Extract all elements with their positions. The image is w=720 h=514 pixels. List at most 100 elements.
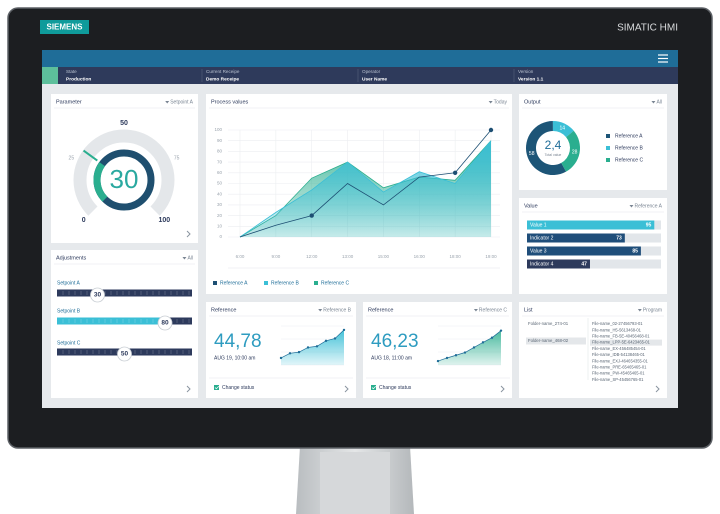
checkbox[interactable] (371, 385, 376, 390)
menu-icon[interactable] (658, 54, 668, 63)
status-indicator (42, 67, 58, 84)
slider-knob[interactable] (90, 287, 105, 303)
chevron[interactable] (344, 385, 349, 393)
slider-knob[interactable] (117, 346, 132, 362)
legend-label: Reference A (220, 281, 248, 287)
panel-title: Process values (211, 99, 249, 105)
panel-title: Parameter (56, 99, 82, 105)
mini-point (342, 328, 346, 332)
mini-point (445, 356, 449, 360)
donut-total: 2,4 (545, 138, 562, 152)
checkmark (371, 385, 377, 390)
donut-slice (561, 130, 580, 172)
x-tick-label: 16:00 (414, 254, 426, 259)
mini-area (281, 329, 344, 365)
bar-value: 85 (632, 249, 638, 255)
bar-label: Indicator 2 (530, 236, 554, 242)
legend-swatch (606, 146, 610, 150)
panel-selector: Setpoint A (170, 99, 193, 105)
gauge-tick-label: 0 (82, 217, 86, 224)
donut-label: 14 (560, 125, 566, 131)
gauge-track (73, 129, 175, 216)
bar (527, 246, 641, 256)
point (452, 170, 458, 175)
mini-point (499, 329, 503, 332)
slider-label: Setpoint B (57, 308, 81, 314)
gauge-value: 30 (110, 164, 139, 194)
selector-arrow[interactable] (629, 205, 634, 208)
donut-total-label: Total value (545, 153, 562, 157)
panel (519, 198, 667, 294)
slider-knob[interactable] (157, 315, 173, 331)
checkmark (214, 385, 220, 390)
y-tick-label: 50 (217, 181, 223, 186)
bar (527, 233, 625, 243)
gauge-tick-label: 100 (158, 217, 170, 224)
header-bar (42, 50, 678, 67)
checkbox-label: Change status (222, 385, 255, 391)
slider-fill (57, 317, 165, 325)
panel-title: Output (524, 99, 541, 105)
selector-arrow[interactable] (637, 309, 642, 312)
slider-value: 80 (161, 320, 169, 327)
selector-arrow[interactable] (473, 309, 478, 312)
status-value: User Name (362, 76, 387, 82)
status-value: Production (66, 76, 91, 82)
mini-point (490, 336, 494, 339)
bar (527, 259, 590, 269)
selector-arrow[interactable] (318, 309, 323, 312)
legend-label: Reference B (615, 146, 643, 152)
mini-point (324, 339, 328, 343)
file-item: File-name_PW-45465465-01 (592, 371, 645, 376)
selector-arrow[interactable] (651, 101, 656, 104)
file-item: File-name_EX-456485454-01 (592, 346, 646, 351)
slider-value: 50 (121, 351, 129, 358)
legend-swatch (606, 158, 610, 162)
chevron[interactable] (186, 385, 191, 393)
file-item: File-name_FB-5E-40456468-01 (592, 333, 650, 338)
panel-selector: Reference B (323, 307, 351, 313)
y-tick-label: 70 (217, 159, 223, 164)
bar-value: 73 (616, 236, 622, 242)
brand: SIEMENS (46, 23, 83, 32)
panel-selector: All (656, 99, 662, 105)
point (309, 213, 314, 218)
file-item: File-name_PRE-65465465-01 (592, 364, 647, 369)
panel-selector: Reference A (634, 203, 662, 209)
selector-arrow[interactable] (165, 101, 170, 104)
checkbox[interactable] (214, 385, 219, 390)
selector-arrow[interactable] (488, 101, 493, 104)
folder-item: Folder-name_468-02 (528, 338, 569, 343)
y-tick-label: 100 (214, 127, 222, 132)
line (239, 129, 492, 238)
y-tick-label: 0 (219, 234, 222, 239)
gauge-tick-label: 25 (69, 156, 75, 162)
chevron[interactable] (500, 385, 505, 393)
legend-swatch (314, 281, 318, 285)
reference-value: 44,78 (214, 331, 262, 352)
status-label: Operator (362, 69, 381, 74)
checkbox-label: Change status (379, 385, 412, 391)
panel-selector: All (187, 255, 193, 261)
file-item: File-name_02-27456793-01 (592, 321, 643, 326)
panel-title: Adjustments (56, 255, 87, 261)
file-item: File-name_H5-5613468-01 (592, 327, 642, 332)
donut-label: 28 (572, 149, 578, 155)
panel-selector: Today (494, 99, 508, 105)
mini-point (279, 356, 283, 360)
x-tick-label: 6:00 (236, 254, 245, 259)
file-item: File-name_LPP-5E-6423465-01 (592, 340, 651, 345)
slider-value: 30 (94, 292, 102, 299)
reference-value: 46,23 (371, 331, 419, 352)
chevron[interactable] (655, 385, 660, 393)
legend-swatch (213, 281, 217, 285)
chevron[interactable] (186, 230, 191, 238)
y-tick-label: 40 (217, 191, 223, 196)
selector-arrow[interactable] (182, 257, 187, 260)
x-tick-label: 18:00 (450, 254, 462, 259)
brand-badge (40, 20, 89, 34)
gauge-value-arc (93, 162, 108, 202)
legend-swatch (264, 281, 268, 285)
status-value: Version 1.1 (518, 76, 544, 82)
